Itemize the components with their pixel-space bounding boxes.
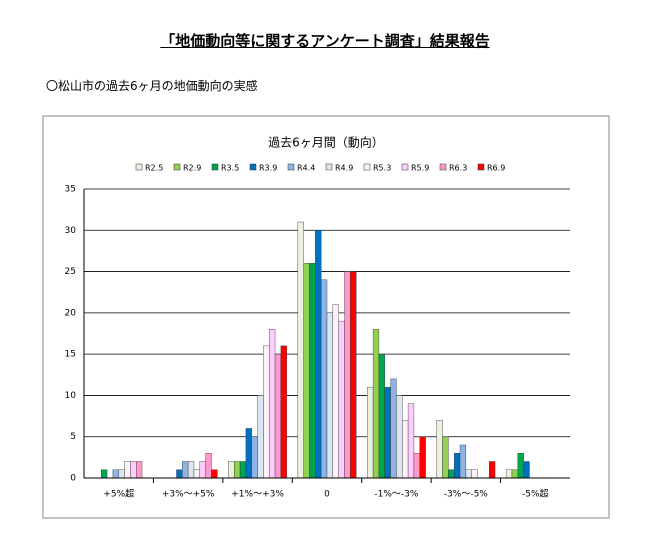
bar [320,279,328,479]
x-tick-label: +3%～+5% [162,490,215,500]
legend-swatch [135,163,143,171]
bar [101,469,108,479]
x-tick-label: 0 [324,490,330,500]
bar [471,469,478,479]
bar [315,230,322,479]
bar [488,461,496,479]
x-tick-label: +5%超 [103,488,134,500]
bar [402,420,409,479]
bar [396,395,403,479]
bar [228,461,235,479]
bar [448,469,455,479]
bar [205,453,212,479]
section-heading: 〇松山市の過去6ヶ月の地価動向の実感 [46,79,258,93]
x-tick-label: -5%超 [522,488,549,500]
legend-label: R2.9 [183,164,201,173]
y-tick-label: 20 [65,308,77,318]
legend-label: R5.9 [411,164,429,173]
bar [176,469,183,479]
bar [187,461,195,479]
y-tick-label: 25 [65,267,76,277]
bar [199,461,206,479]
bar [130,461,137,479]
bar [193,469,201,479]
legend-label: R5.3 [373,164,391,173]
legend-label: R6.9 [487,164,505,173]
title-text: 「地価動向等に関するアンケート調査」結果報告 [160,32,490,50]
legend-swatch [401,163,409,171]
bar [413,453,420,479]
bar [136,461,143,479]
bar [419,436,426,479]
bar [269,329,276,479]
bar [511,469,518,479]
bar [459,444,467,479]
legend-label: R2.5 [145,164,163,173]
bar [332,304,339,479]
bar [372,329,380,479]
bar [505,469,513,479]
x-tick-label: +1%～+3% [231,490,284,500]
legend-label: R6.3 [449,164,467,173]
bar [251,436,258,479]
legend-label: R3.5 [221,164,239,173]
bar [390,378,397,479]
bar [309,263,316,479]
y-tick-label: 15 [65,350,76,360]
bar [344,271,351,479]
bar [274,353,282,479]
bar [118,469,125,479]
bar [384,386,391,479]
bar [465,469,472,479]
x-tick-label: -3%～-5% [444,490,488,500]
bar [378,353,385,479]
bar [326,312,334,479]
bar [257,395,264,479]
x-tick-label: -1%～-3% [374,490,418,500]
bar [211,469,218,479]
y-tick-label: 0 [70,474,76,484]
chart-title: 過去6ヶ月間（動向） [268,135,384,150]
legend-swatch [287,163,295,171]
bar [442,436,449,479]
bar [112,469,119,479]
y-tick-label: 10 [65,391,77,401]
y-tick-label: 35 [65,185,76,195]
bar [303,263,310,479]
bar [517,453,524,479]
bar [523,461,530,479]
legend-swatch [211,163,219,171]
bar [182,461,189,479]
legend-swatch [325,163,333,171]
y-tick-label: 5 [70,432,76,442]
legend-label: R3.9 [259,164,277,173]
legend-swatch [477,163,485,171]
bar [407,403,415,479]
bar [239,461,247,479]
bar [297,221,304,479]
y-tick-label: 30 [65,226,77,236]
legend-label: R4.9 [335,164,353,173]
bar [350,271,357,479]
bar [280,345,287,479]
bar [436,420,443,479]
bar [124,461,131,479]
bar [245,428,252,479]
legend-label: R4.4 [297,164,315,173]
bar [234,461,241,479]
bar [367,386,374,479]
bar [263,345,270,479]
legend-swatch [363,163,371,171]
bar [453,453,461,479]
legend-swatch [439,163,447,171]
document-title: 「地価動向等に関するアンケート調査」結果報告 [0,30,650,51]
legend-swatch [249,163,257,171]
legend-swatch [173,163,181,171]
bar [338,320,345,479]
